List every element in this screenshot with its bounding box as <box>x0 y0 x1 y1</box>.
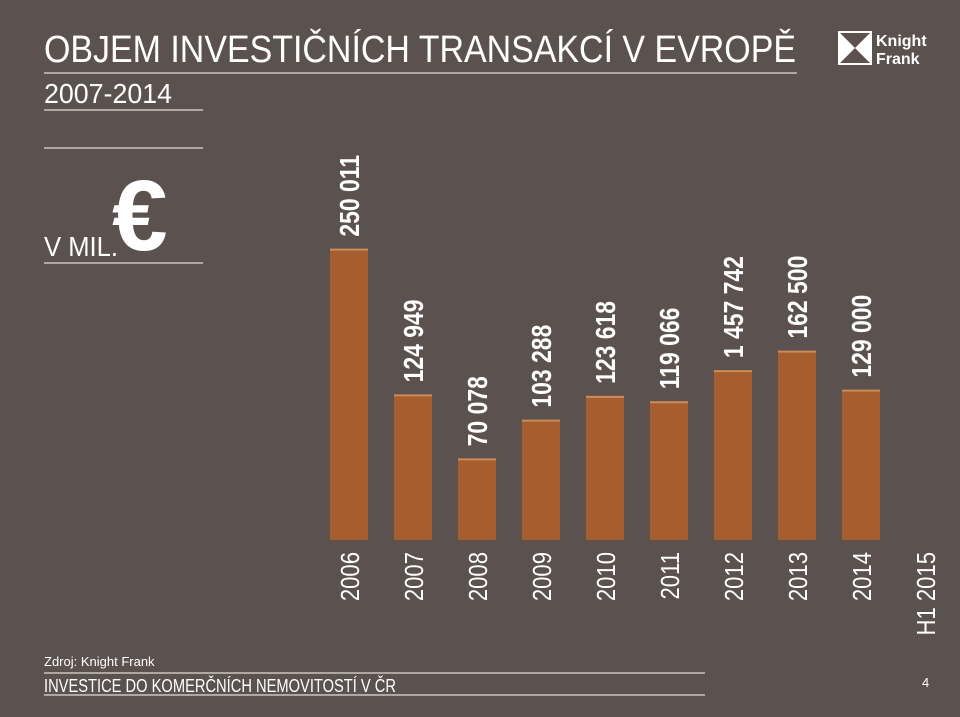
bar <box>778 350 816 540</box>
unit: V MIL. <box>44 231 118 262</box>
x-tick-label: 2011 <box>656 552 685 599</box>
x-tick-label: 2010 <box>592 552 621 601</box>
value-label: 123 618 <box>591 301 622 384</box>
bar <box>458 458 496 540</box>
logo-text: Knight <box>876 33 927 50</box>
bar <box>650 401 688 540</box>
x-tick-label: 2013 <box>784 552 813 601</box>
logo-text: Frank <box>876 51 920 68</box>
bar <box>522 419 560 540</box>
x-tick-label: 2007 <box>400 552 429 601</box>
value-label: 162 500 <box>783 256 814 339</box>
value-label: 250 011 <box>335 155 366 237</box>
logo-icon <box>839 32 871 64</box>
subtitle: 2007-2014 <box>44 78 172 109</box>
value-label: 103 288 <box>527 325 558 408</box>
bar <box>714 370 752 540</box>
x-tick-label: 2006 <box>336 552 365 601</box>
x-tick-label: H1 2015 <box>912 552 941 635</box>
bar <box>394 394 432 540</box>
source: Zdroj: Knight Frank <box>44 654 155 669</box>
value-label: 119 066 <box>655 308 686 390</box>
currency: € <box>112 160 168 272</box>
bar <box>842 389 880 540</box>
logo: Knight Frank <box>838 31 927 68</box>
value-label: 129 000 <box>847 295 878 378</box>
page-number: 4 <box>922 675 929 690</box>
x-tick-label: 2009 <box>528 552 557 601</box>
x-tick-label: 2014 <box>848 552 877 601</box>
x-tick-label: 2008 <box>464 552 493 601</box>
footer: INVESTICE DO KOMERČNÍCH NEMOVITOSTÍ V ČR <box>44 675 396 696</box>
title: OBJEM INVESTIČNÍCH TRANSAKCÍ V EVROPĚ <box>44 27 796 71</box>
value-label: 1 457 742 <box>719 256 750 358</box>
bar <box>330 248 368 540</box>
value-label: 124 949 <box>399 299 430 382</box>
value-label: 70 078 <box>463 376 494 446</box>
x-tick-label: 2012 <box>720 552 749 601</box>
bar <box>586 395 624 540</box>
